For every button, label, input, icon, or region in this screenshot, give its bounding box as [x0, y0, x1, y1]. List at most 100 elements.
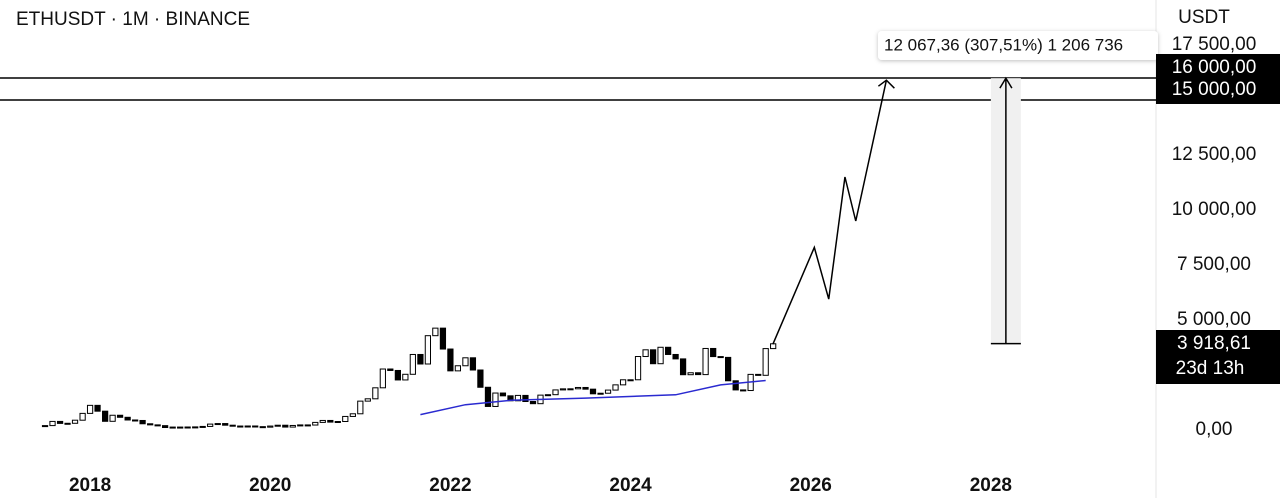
candle-body	[357, 400, 364, 415]
candle-body	[71, 419, 79, 424]
candle-body	[116, 414, 124, 418]
projection-arrowhead	[877, 79, 895, 89]
candle-body	[424, 335, 431, 365]
candle-body	[124, 416, 131, 421]
candle-body	[492, 392, 499, 407]
candle-body	[154, 424, 161, 427]
candle-body	[589, 388, 597, 395]
level-axis-box	[1156, 75, 1280, 104]
candle-body	[274, 424, 281, 427]
candle-body	[267, 425, 274, 428]
candle-body	[162, 425, 169, 429]
candle-body	[342, 415, 349, 423]
countdown: 23d 13h	[1176, 358, 1245, 379]
candle-body	[725, 356, 732, 382]
x-tick-label: 2028	[970, 475, 1012, 496]
candle-body	[229, 424, 236, 427]
candle-body	[207, 423, 214, 427]
candle-body	[642, 349, 649, 358]
candle-body	[732, 380, 739, 391]
level-axis-label: 15 000,00	[1172, 79, 1257, 100]
x-tick-label: 2026	[790, 475, 832, 496]
candle-body	[649, 349, 657, 365]
candle-body	[259, 426, 266, 429]
candle-body	[297, 424, 304, 427]
candle-body	[56, 420, 64, 424]
candle-body	[49, 420, 56, 427]
candle-body	[702, 347, 709, 376]
x-tick-label: 2024	[609, 475, 652, 496]
candle-body	[327, 419, 334, 423]
candle-body	[657, 346, 664, 365]
candle-body	[469, 357, 477, 371]
candle-body	[199, 425, 206, 428]
x-tick-label: 2020	[249, 475, 291, 496]
y-tick-label: 17 500,00	[1172, 34, 1257, 55]
candle-body	[447, 348, 454, 372]
candle-body	[282, 424, 289, 428]
candle-body	[439, 327, 447, 350]
candle-body	[214, 423, 221, 426]
candle-body	[710, 347, 717, 358]
projection-path	[772, 80, 888, 345]
candle-body	[289, 424, 296, 428]
candle-body	[552, 389, 559, 396]
candle-body	[559, 388, 567, 391]
candle-body	[454, 365, 461, 372]
candle-body	[139, 419, 146, 425]
candle-body	[484, 386, 492, 407]
candle-body	[237, 425, 244, 428]
candle-body	[582, 386, 589, 390]
candle-body	[627, 379, 634, 382]
candle-body	[102, 410, 109, 422]
candle-body	[432, 327, 439, 337]
chart-title: ETHUSDT · 1M · BINANCE	[16, 9, 250, 30]
price-label: 3 918,61	[1177, 333, 1251, 354]
candle-body	[41, 425, 49, 428]
candle-body	[717, 356, 724, 359]
candle-body	[695, 372, 702, 376]
candle-body	[665, 346, 672, 355]
currency: USDT	[1178, 7, 1230, 28]
level-axis-label: 16 000,00	[1172, 57, 1257, 78]
candle-body	[379, 368, 386, 389]
candle-body	[477, 369, 484, 388]
candle-body	[544, 394, 552, 397]
candle-body	[79, 412, 86, 421]
candle-body	[304, 424, 311, 427]
candle-body	[612, 384, 619, 391]
candle-body	[169, 426, 176, 429]
candle-body	[679, 358, 687, 376]
candle-body	[86, 404, 94, 414]
measure-label-box	[878, 31, 1158, 60]
y-tick-label: 12 500,00	[1172, 144, 1257, 165]
candle-body	[409, 353, 416, 375]
candle-body	[147, 423, 154, 426]
y-tick-label: 10 000,00	[1172, 199, 1257, 220]
candle-body	[244, 425, 251, 428]
candle-body	[597, 392, 604, 395]
candle-body	[192, 426, 199, 429]
candle-body	[394, 369, 402, 381]
candle-body	[762, 348, 769, 376]
candle-body	[634, 356, 642, 381]
candle-body	[740, 389, 747, 392]
y-tick-label: 5 000,00	[1177, 309, 1251, 330]
candle-body	[349, 413, 356, 417]
candle-body	[252, 425, 259, 428]
candle-body	[334, 421, 341, 424]
candle-body	[574, 386, 582, 390]
candle-body	[319, 419, 326, 423]
candle-body	[672, 353, 679, 360]
price-box	[1156, 330, 1280, 384]
candle-body	[387, 368, 394, 371]
candle-body	[417, 353, 424, 365]
candle-body	[687, 372, 694, 376]
candle-body	[109, 414, 116, 422]
measure-arrow	[999, 76, 1013, 344]
candle-body	[462, 357, 469, 367]
candle-body	[184, 426, 191, 429]
candle-body	[64, 422, 71, 425]
